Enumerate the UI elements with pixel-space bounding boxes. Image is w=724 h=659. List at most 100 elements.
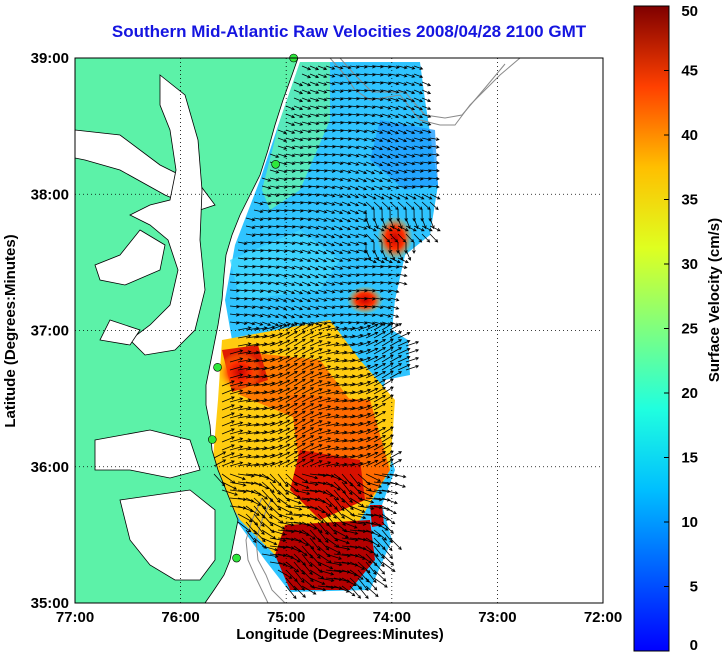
velocity-arrow: [253, 217, 264, 221]
velocity-arrow: [357, 64, 368, 69]
velocity-arrow: [269, 481, 281, 496]
velocity-arrow: [365, 569, 377, 584]
velocity-arrow: [277, 363, 291, 371]
velocity-arrow: [301, 435, 315, 443]
velocity-arrow: [349, 73, 360, 77]
velocity-arrow: [405, 129, 416, 134]
velocity-arrow: [285, 561, 300, 573]
velocity-arrow: [301, 73, 312, 79]
velocity-arrow: [349, 80, 360, 85]
velocity-arrow: [301, 347, 315, 355]
x-tick-label: 73:00: [478, 609, 516, 626]
velocity-arrow: [333, 169, 344, 174]
velocity-arrow: [285, 233, 296, 237]
velocity-arrow: [245, 313, 256, 318]
velocity-arrow: [213, 451, 227, 459]
velocity-arrow: [365, 427, 379, 435]
velocity-arrow: [381, 305, 392, 310]
velocity-arrow: [309, 412, 323, 419]
velocity-arrow: [389, 459, 403, 467]
velocity-arrow: [333, 209, 344, 215]
velocity-arrow: [373, 323, 387, 331]
velocity-arrow: [397, 65, 408, 70]
velocity-arrow: [309, 537, 321, 552]
velocity-arrow: [381, 442, 394, 451]
velocity-arrow: [253, 297, 264, 302]
velocity-arrow: [261, 405, 276, 411]
velocity-arrow: [333, 145, 344, 149]
velocity-arrow: [253, 248, 264, 253]
velocity-arrow: [373, 529, 388, 541]
velocity-arrow: [357, 145, 368, 150]
velocity-arrow: [397, 340, 411, 347]
velocity-arrow: [333, 537, 350, 545]
velocity-arrow: [253, 529, 266, 543]
velocity-arrow: [341, 120, 352, 125]
velocity-arrow: [237, 305, 248, 309]
velocity-arrow: [301, 427, 315, 435]
velocity-arrow: [317, 397, 332, 403]
velocity-arrow: [357, 577, 369, 592]
velocity-arrow: [309, 73, 320, 79]
velocity-arrow: [285, 137, 296, 142]
velocity-arrow: [341, 281, 352, 285]
velocity-arrow: [285, 434, 298, 443]
velocity-arrow: [349, 281, 360, 285]
velocity-arrow: [261, 177, 272, 182]
velocity-arrow: [285, 129, 296, 134]
grid-lines: [75, 58, 603, 603]
velocity-arrow: [293, 330, 306, 339]
velocity-arrow: [341, 145, 352, 149]
velocity-arrow: [397, 225, 409, 232]
velocity-arrow: [269, 356, 283, 363]
velocity-arrow: [325, 305, 336, 310]
velocity-arrow: [309, 460, 323, 467]
velocity-arrow: [325, 65, 336, 70]
velocity-arrow: [349, 273, 360, 277]
velocity-arrow: [301, 473, 319, 480]
velocity-arrow: [325, 382, 340, 387]
velocity-arrow: [309, 289, 320, 294]
velocity-arrow: [421, 233, 431, 243]
velocity-arrow: [293, 394, 306, 403]
velocity-arrow: [397, 185, 408, 190]
velocity-arrow: [373, 387, 387, 395]
velocity-arrow: [325, 273, 336, 278]
velocity-arrow: [333, 161, 344, 165]
velocity-arrow: [357, 356, 372, 363]
velocity-arrow: [293, 200, 304, 205]
velocity-arrow: [381, 73, 392, 77]
velocity-arrow: [325, 350, 340, 355]
velocity-arrow: [373, 193, 385, 200]
velocity-arrow: [261, 201, 272, 206]
velocity-arrow: [237, 257, 248, 261]
velocity-arrow: [261, 421, 276, 427]
velocity-arrow: [341, 96, 352, 101]
velocity-arrow: [357, 324, 372, 331]
velocity-arrow: [373, 427, 387, 435]
velocity-arrow: [293, 313, 304, 319]
velocity-arrow: [405, 365, 420, 371]
velocity-arrow: [261, 305, 272, 310]
velocity-arrow: [309, 553, 322, 567]
velocity-arrow: [253, 201, 264, 206]
velocity-arrow: [293, 81, 304, 87]
velocity-arrow: [365, 403, 379, 411]
velocity-arrow: [261, 473, 277, 483]
velocity-arrow: [349, 349, 364, 355]
velocity-arrow: [229, 421, 244, 427]
velocity-arrow: [357, 280, 368, 285]
velocity-arrow: [325, 177, 336, 182]
velocity-arrow: [421, 121, 432, 126]
velocity-arrow: [285, 410, 298, 419]
velocity-arrow: [333, 136, 344, 141]
velocity-arrow: [333, 473, 348, 484]
velocity-arrow: [341, 104, 352, 109]
velocity-arrow: [365, 105, 376, 109]
velocity-arrow: [357, 553, 373, 564]
velocity-arrow: [333, 201, 344, 206]
velocity-arrow: [341, 489, 353, 504]
velocity-arrow: [229, 381, 244, 387]
velocity-arrow: [381, 201, 391, 211]
velocity-arrow: [285, 489, 301, 499]
